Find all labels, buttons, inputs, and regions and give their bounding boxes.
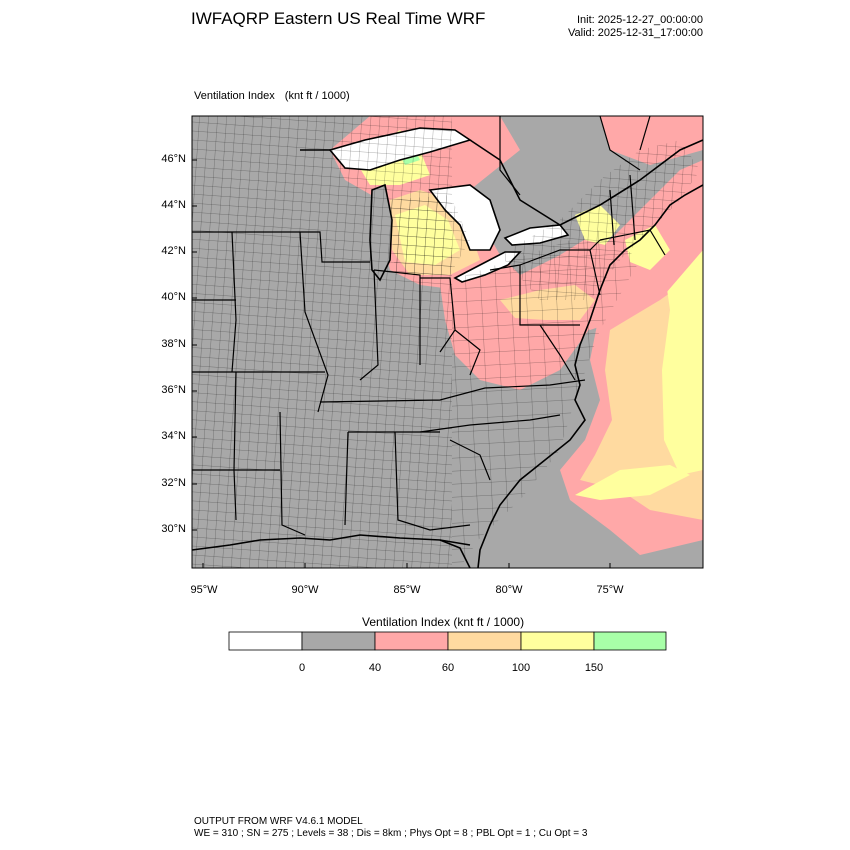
lat-label: 42°N [161, 245, 186, 257]
map-variable-name: Ventilation Index [194, 90, 275, 102]
colorbar-tick: 0 [298, 662, 306, 674]
colorbar [228, 631, 667, 651]
lat-ticks [192, 159, 197, 531]
colorbar-box-4 [520, 631, 595, 651]
model-footer: OUTPUT FROM WRF V4.6.1 MODEL WE = 310 ; … [194, 816, 587, 840]
lat-label: 40°N [161, 291, 186, 303]
county-lines-northeast [500, 140, 700, 300]
colorbar-box-2 [374, 631, 449, 651]
valid-time: Valid: 2025-12-31_17:00:00 [568, 27, 703, 39]
lon-label: 95°W [190, 584, 218, 596]
us-canada-border [300, 139, 703, 226]
init-time: Init: 2025-12-27_00:00:00 [577, 14, 703, 26]
colorbar-box-3 [447, 631, 522, 651]
lat-label: 36°N [161, 384, 186, 396]
colorbar-tick: 100 [511, 662, 531, 674]
county-lines-east [452, 230, 640, 568]
colorbar-box-0 [228, 631, 303, 651]
colorbar-box-5 [593, 631, 667, 651]
lat-label: 44°N [161, 199, 186, 211]
colorbar-tick: 40 [368, 662, 382, 674]
map-field-label: Ventilation Index (knt ft / 1000) [194, 90, 357, 102]
lat-label: 38°N [161, 338, 186, 350]
footer-line-1: OUTPUT FROM WRF V4.6.1 MODEL [194, 816, 363, 827]
run-times: Init: 2025-12-27_00:00:00 Valid: 2025-12… [568, 14, 703, 40]
lat-label: 30°N [161, 523, 186, 535]
coastlines [192, 127, 703, 568]
ocean-yellow-tail [575, 465, 690, 500]
lon-label: 75°W [596, 584, 624, 596]
page-title: IWFAQRP Eastern US Real Time WRF [191, 9, 486, 28]
lat-label: 46°N [161, 153, 186, 165]
colorbar-tick: 60 [441, 662, 455, 674]
footer-line-2: WE = 310 ; SN = 275 ; Levels = 38 ; Dis … [194, 828, 588, 839]
canada-provinces [499, 116, 651, 196]
colorbar-title: Ventilation Index (knt ft / 1000) [362, 615, 525, 629]
lon-ticks [202, 563, 611, 568]
lat-label: 34°N [161, 430, 186, 442]
county-lines-west [192, 116, 452, 568]
colorbar-tick: 150 [584, 662, 604, 674]
lon-label: 85°W [393, 584, 421, 596]
lat-label: 32°N [161, 477, 186, 489]
lon-label: 80°W [495, 584, 523, 596]
colorbar-box-1 [301, 631, 376, 651]
map-frame [191, 115, 704, 569]
lon-label: 90°W [291, 584, 319, 596]
map-units: (knt ft / 1000) [284, 90, 350, 102]
